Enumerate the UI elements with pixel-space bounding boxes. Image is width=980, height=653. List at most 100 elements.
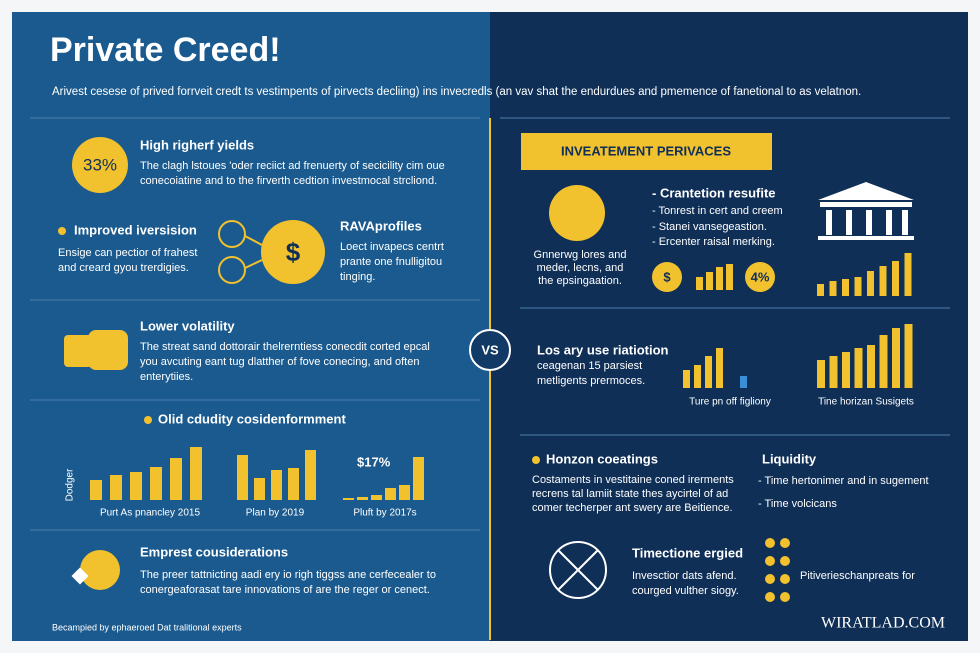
left-panel xyxy=(12,12,490,641)
bar xyxy=(130,472,142,500)
mini-bar-chart: Ture pn off figliony xyxy=(683,348,771,408)
bar xyxy=(867,271,874,296)
bar xyxy=(150,467,162,500)
bar xyxy=(237,455,248,500)
dollar-badge-text: $ xyxy=(286,237,301,267)
chart-label: Tine horizan Susigets xyxy=(818,397,914,408)
heading: Los ary use riatiotion xyxy=(537,342,669,357)
bar xyxy=(288,468,299,500)
banner xyxy=(521,133,772,170)
axis-label: Dodger xyxy=(65,468,76,501)
chart-label: Ture pn off figliony xyxy=(689,397,771,408)
diamond-icon xyxy=(71,567,89,585)
bar xyxy=(343,498,354,500)
vs-label: VS xyxy=(481,342,499,357)
heading: - Crantetion resufite xyxy=(652,185,776,200)
heading: Emprest cousiderations xyxy=(140,544,288,559)
text: The preer tattnicting aadi ery io righ t… xyxy=(140,569,436,581)
text: recrens tal lamiit state thes aycirtel o… xyxy=(532,488,728,500)
heading: Liquidity xyxy=(762,451,817,466)
bar xyxy=(854,348,863,388)
annotation: $17% xyxy=(357,454,391,469)
bar xyxy=(254,478,265,500)
bar xyxy=(683,370,690,388)
coins xyxy=(765,538,790,602)
bar xyxy=(357,497,368,500)
yield-badge-text: 33% xyxy=(83,155,117,174)
badge xyxy=(652,262,682,292)
bar xyxy=(829,281,837,296)
text: courged vulther siogy. xyxy=(632,585,739,597)
bar xyxy=(190,447,202,500)
text: meder, lecns, and xyxy=(537,262,624,274)
text: enterytiies. xyxy=(140,371,193,383)
text: comer techerper ant swery are Beitience. xyxy=(532,502,733,514)
yield-badge xyxy=(72,137,128,193)
text: prante one fnulligitou xyxy=(340,256,442,268)
bar xyxy=(305,450,316,500)
bar xyxy=(726,264,733,290)
bar xyxy=(854,277,862,296)
text: you avcuting eant tug dlatther of fove c… xyxy=(140,356,419,368)
text: Costaments in vestitaine coned irerments xyxy=(532,474,734,486)
bar xyxy=(716,267,723,290)
bar xyxy=(842,352,850,388)
dot xyxy=(144,416,152,424)
heading: RAVAprofiles xyxy=(340,218,422,233)
bar xyxy=(879,266,887,296)
chart-label: Plan by 2019 xyxy=(246,508,305,519)
dividers xyxy=(30,117,950,640)
bar xyxy=(271,470,282,500)
bar xyxy=(110,475,122,500)
bar xyxy=(817,360,825,388)
right-panel xyxy=(490,12,968,641)
text: - Ercenter raisal merking. xyxy=(652,236,775,248)
text: conergeaforasat tare innovations of are … xyxy=(140,584,430,596)
text: The streat sand dottorair thelrerntiess … xyxy=(140,341,430,353)
subtitle: Arivest cesese of prived forrveit credt … xyxy=(52,86,861,98)
bar xyxy=(904,324,913,388)
heading: Timectione ergied xyxy=(632,545,743,560)
text: metligents prermoces. xyxy=(537,375,645,387)
heading: High righerf yields xyxy=(140,137,254,152)
chart-label: Purt As pnancley 2015 xyxy=(100,508,201,519)
bar xyxy=(904,253,912,296)
bar xyxy=(385,488,396,500)
bar xyxy=(842,279,849,296)
bar xyxy=(879,335,888,388)
building-icon xyxy=(818,182,914,240)
text: - Time volcicans xyxy=(758,498,837,510)
text: the epsingaation. xyxy=(538,275,622,287)
mini-bar-chart xyxy=(817,253,912,296)
mini-bar-chart: Purt As pnancley 2015 xyxy=(90,447,202,519)
mini-bar-chart: Tine horizan Susigets xyxy=(817,324,914,408)
heading: Olid cdudity cosidenformment xyxy=(158,411,346,426)
people-icon xyxy=(549,185,605,241)
small-bar xyxy=(740,376,747,388)
mini-bar-chart: Pluft by 2017s xyxy=(343,457,424,519)
bar xyxy=(705,356,712,388)
mini-bar-chart: Plan by 2019 xyxy=(237,450,316,519)
dollar-badge xyxy=(261,220,325,284)
text: The clagh lstoues 'oder reciict ad frenu… xyxy=(140,160,445,172)
bar xyxy=(696,277,703,290)
text: - Stanei vansegeastion. xyxy=(652,221,767,233)
footer: Becampied by ephaeroed Dat tralitional e… xyxy=(52,622,242,632)
dot xyxy=(58,227,66,235)
text: and creard gyou trerdigies. xyxy=(58,262,189,274)
bar xyxy=(892,261,899,296)
clock-icon xyxy=(549,541,607,599)
text: - Tonrest in cert and creem xyxy=(652,205,783,217)
bar xyxy=(399,485,410,500)
vs-badge xyxy=(469,329,511,371)
bar xyxy=(706,272,713,290)
text: Ensige can pectior of frahest xyxy=(58,247,197,259)
text: ceagenan 15 parsiest xyxy=(537,360,642,372)
text: Gnnerwg lores and xyxy=(534,249,627,261)
bar xyxy=(716,348,723,388)
dot xyxy=(532,456,540,464)
badge-text: $ xyxy=(663,269,671,284)
heading: Improved iversision xyxy=(74,222,197,237)
bar xyxy=(892,328,900,388)
